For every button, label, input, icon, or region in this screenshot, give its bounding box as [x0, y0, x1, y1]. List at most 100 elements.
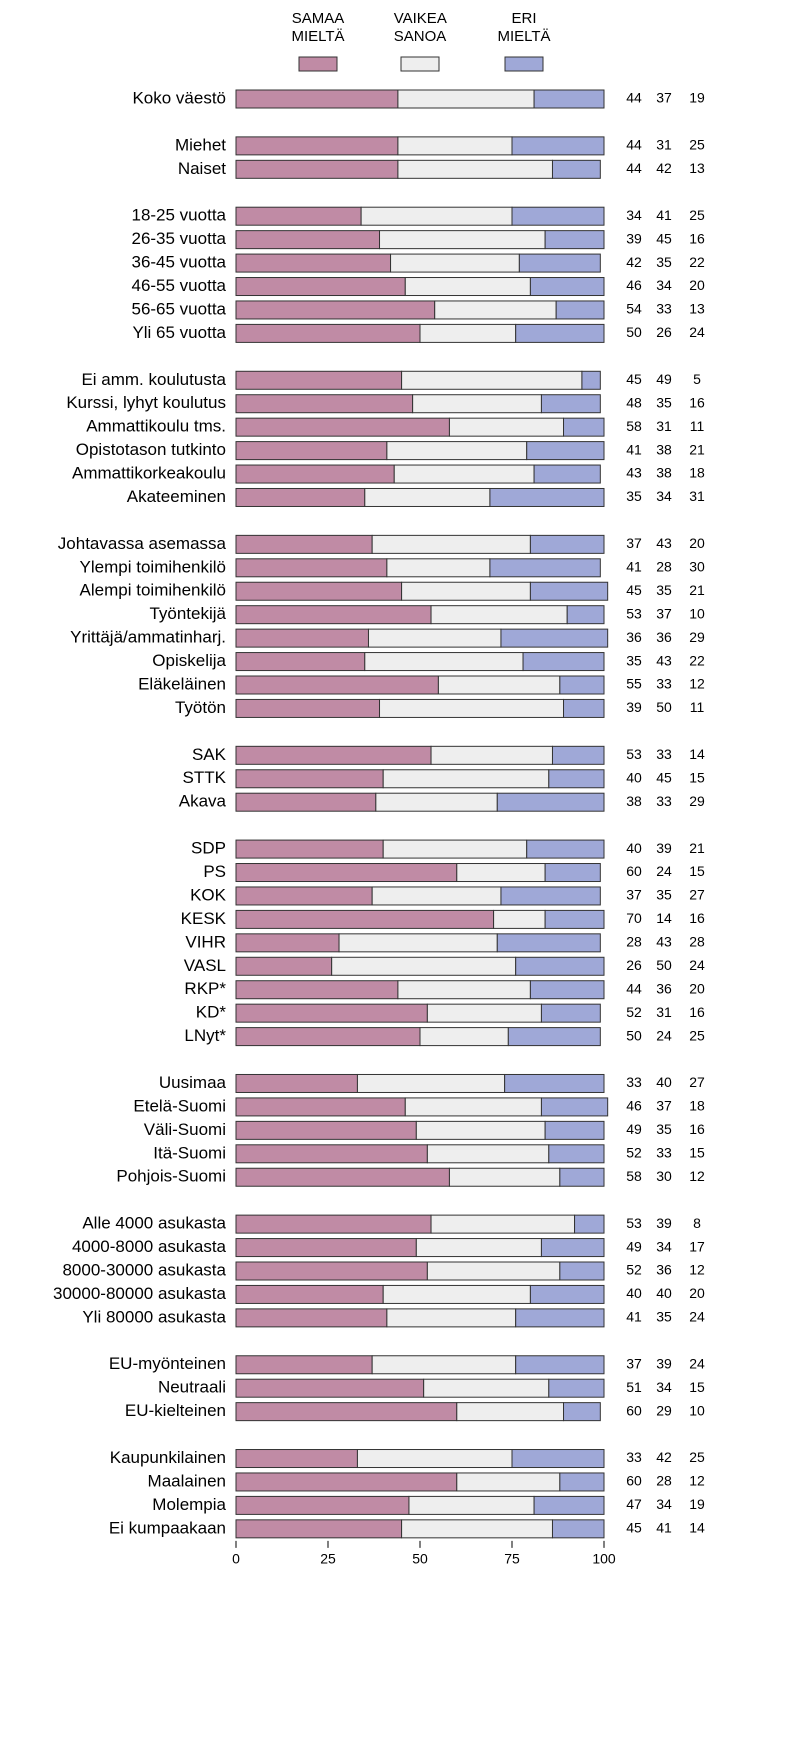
value-label: 34: [656, 1496, 672, 1512]
value-label: 14: [656, 910, 672, 926]
value-label: 38: [656, 441, 672, 457]
value-label: 50: [626, 1027, 642, 1043]
bar-segment: [426, 1144, 550, 1164]
bar-segment: [559, 1261, 605, 1281]
bar-segment: [529, 277, 605, 297]
category-label: Itä-Suomi: [153, 1143, 226, 1162]
bar-segment: [397, 89, 535, 109]
value-label: 22: [689, 254, 705, 270]
bar-segment: [404, 277, 531, 297]
bar-segment: [500, 628, 609, 648]
bar-segment: [235, 863, 458, 883]
bar-segment: [496, 792, 605, 812]
value-label: 34: [656, 488, 672, 504]
bar-segment: [235, 745, 432, 765]
bar-segment: [412, 394, 542, 414]
bar-segment: [235, 1214, 432, 1234]
bar-segment: [426, 1003, 542, 1023]
value-label: 15: [689, 769, 705, 785]
value-label: 33: [626, 1074, 642, 1090]
category-label: PS: [203, 862, 226, 881]
value-label: 46: [626, 277, 642, 293]
bar-segment: [235, 1449, 358, 1469]
bar-segment: [235, 1027, 421, 1047]
bar-segment: [526, 441, 605, 461]
bar-segment: [456, 863, 546, 883]
bar-segment: [386, 558, 491, 578]
value-label: 36: [656, 980, 672, 996]
category-label: Johtavassa asemassa: [58, 534, 227, 553]
value-label: 37: [656, 605, 672, 621]
bar-segment: [356, 1449, 513, 1469]
value-label: 41: [626, 559, 642, 575]
value-label: 12: [689, 1262, 705, 1278]
bar-segment: [566, 605, 605, 625]
category-label: 46-55 vuotta: [131, 276, 226, 295]
legend-label: SAMAA MIELTÄ: [291, 10, 345, 45]
value-label: 46: [626, 1098, 642, 1114]
value-label: 48: [626, 394, 642, 410]
value-label: 16: [689, 1004, 705, 1020]
category-label: LNyt*: [184, 1026, 226, 1045]
value-label: 58: [626, 418, 642, 434]
bar-segment: [235, 605, 432, 625]
value-label: 50: [656, 699, 672, 715]
value-label: 33: [656, 676, 672, 692]
category-label: KD*: [196, 1003, 227, 1022]
value-label: 15: [689, 863, 705, 879]
bar-segment: [386, 441, 528, 461]
bar-segment: [540, 1097, 609, 1117]
value-label: 42: [626, 254, 642, 270]
value-label: 45: [626, 371, 642, 387]
bar-segment: [500, 886, 601, 906]
value-label: 42: [656, 160, 672, 176]
value-label: 38: [626, 793, 642, 809]
value-label: 44: [626, 90, 642, 106]
category-label: Kaupunkilainen: [110, 1448, 226, 1467]
value-label: 28: [689, 934, 705, 950]
bar-segment: [235, 956, 333, 976]
bar-segment: [379, 698, 565, 718]
category-label: 8000-30000 asukasta: [62, 1260, 226, 1279]
value-label: 33: [656, 1145, 672, 1161]
bar-segment: [235, 464, 395, 484]
value-label: 18: [689, 1098, 705, 1114]
value-label: 60: [626, 863, 642, 879]
value-label: 37: [626, 535, 642, 551]
value-label: 43: [626, 465, 642, 481]
category-label: SAK: [192, 745, 227, 764]
value-label: 35: [626, 488, 642, 504]
value-label: 16: [689, 394, 705, 410]
bar-segment: [397, 159, 553, 179]
category-label: Neutraali: [158, 1378, 226, 1397]
category-label: 4000-8000 asukasta: [72, 1237, 227, 1256]
value-label: 39: [626, 230, 642, 246]
bar-segment: [415, 1238, 542, 1258]
value-label: 35: [656, 1309, 672, 1325]
legend-swatch: [298, 56, 338, 72]
category-label: Opiskelija: [152, 651, 226, 670]
bar-segment: [559, 675, 605, 695]
value-label: 24: [689, 324, 705, 340]
bar-segment: [235, 1073, 358, 1093]
value-label: 47: [626, 1496, 642, 1512]
value-label: 40: [656, 1074, 672, 1090]
bar-segment: [235, 206, 362, 226]
value-label: 25: [689, 207, 705, 223]
bar-segment: [235, 980, 399, 1000]
category-label: KOK: [190, 885, 227, 904]
category-label: Ammattikorkeakoulu: [72, 464, 226, 483]
value-label: 19: [689, 1496, 705, 1512]
value-label: 20: [689, 980, 705, 996]
value-label: 24: [656, 863, 672, 879]
bar-segment: [235, 769, 384, 789]
value-label: 34: [656, 1379, 672, 1395]
category-label: Etelä-Suomi: [133, 1096, 226, 1115]
bar-segment: [489, 558, 601, 578]
bar-segment: [364, 652, 524, 672]
category-label: Miehet: [175, 135, 226, 154]
bar-segment: [235, 1378, 425, 1398]
value-label: 14: [689, 746, 705, 762]
bar-segment: [419, 323, 517, 343]
